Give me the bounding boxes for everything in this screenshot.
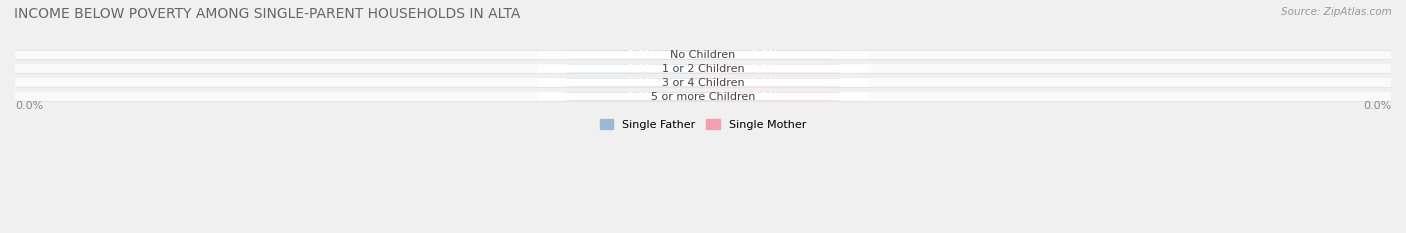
FancyBboxPatch shape <box>689 79 841 87</box>
Legend: Single Father, Single Mother: Single Father, Single Mother <box>596 115 810 134</box>
Text: 0.0%: 0.0% <box>627 78 655 88</box>
FancyBboxPatch shape <box>565 93 717 101</box>
Text: Source: ZipAtlas.com: Source: ZipAtlas.com <box>1281 7 1392 17</box>
Text: 0.0%: 0.0% <box>627 92 655 102</box>
Bar <box>0 78 1406 88</box>
FancyBboxPatch shape <box>538 51 868 59</box>
Text: 0.0%: 0.0% <box>751 78 779 88</box>
FancyBboxPatch shape <box>538 65 868 73</box>
Text: No Children: No Children <box>671 50 735 60</box>
Text: 0.0%: 0.0% <box>751 50 779 60</box>
Text: 3 or 4 Children: 3 or 4 Children <box>662 78 744 88</box>
FancyBboxPatch shape <box>565 79 717 87</box>
FancyBboxPatch shape <box>565 65 717 73</box>
FancyBboxPatch shape <box>565 51 717 59</box>
Bar <box>0 64 1406 74</box>
FancyBboxPatch shape <box>689 65 841 73</box>
Bar <box>0 64 1406 73</box>
Text: 0.0%: 0.0% <box>15 101 44 111</box>
Bar <box>0 92 1406 101</box>
Text: 5 or more Children: 5 or more Children <box>651 92 755 102</box>
Text: 0.0%: 0.0% <box>751 92 779 102</box>
Text: 0.0%: 0.0% <box>1362 101 1391 111</box>
Bar <box>0 78 1406 87</box>
FancyBboxPatch shape <box>538 79 868 87</box>
Text: 0.0%: 0.0% <box>751 64 779 74</box>
FancyBboxPatch shape <box>689 93 841 101</box>
Bar <box>0 51 1406 59</box>
Text: INCOME BELOW POVERTY AMONG SINGLE-PARENT HOUSEHOLDS IN ALTA: INCOME BELOW POVERTY AMONG SINGLE-PARENT… <box>14 7 520 21</box>
Bar <box>0 50 1406 60</box>
Text: 0.0%: 0.0% <box>627 64 655 74</box>
Text: 1 or 2 Children: 1 or 2 Children <box>662 64 744 74</box>
FancyBboxPatch shape <box>538 93 868 100</box>
Bar <box>0 92 1406 102</box>
FancyBboxPatch shape <box>689 51 841 59</box>
Text: 0.0%: 0.0% <box>627 50 655 60</box>
